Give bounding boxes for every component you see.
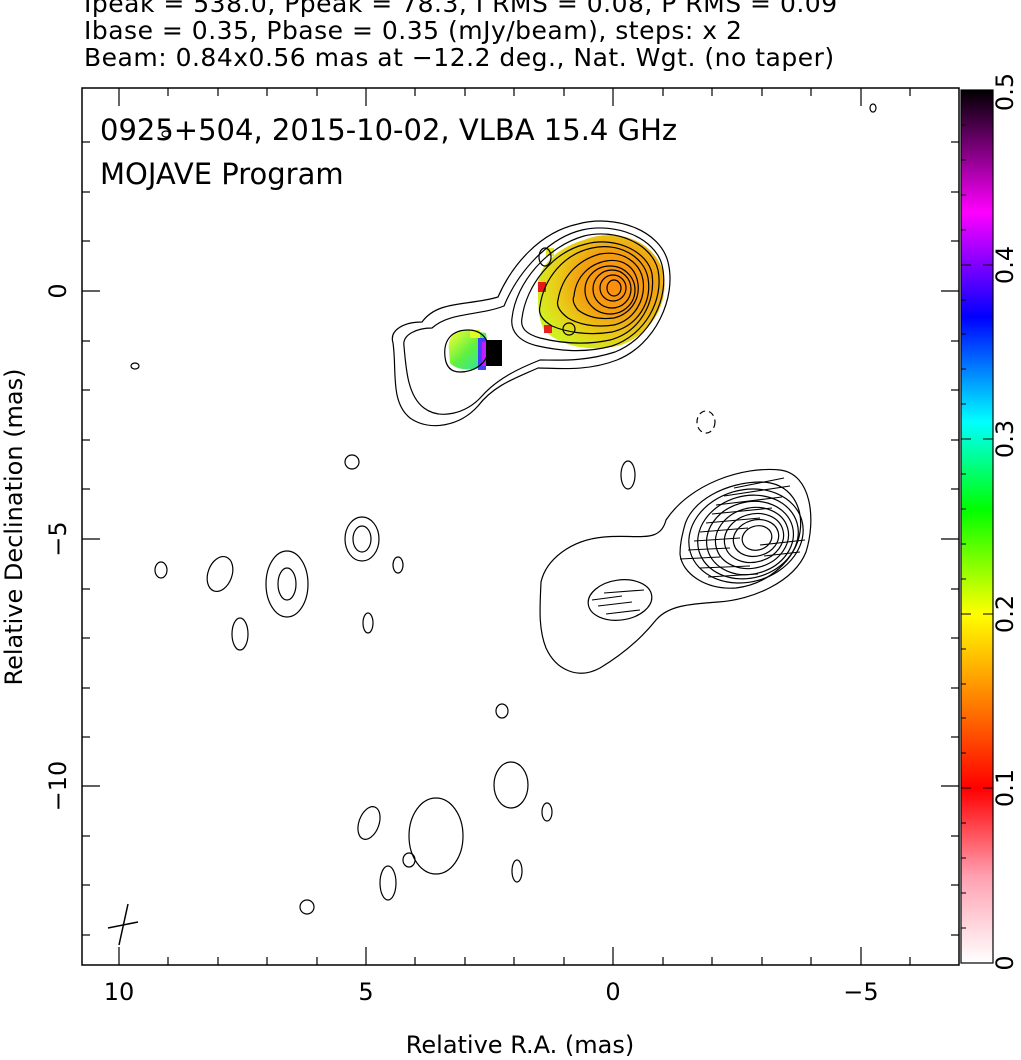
x-tick-labels: 10 5 0 −5 [104, 978, 879, 1006]
colorbar: 0 0.1 0.2 0.3 0.4 0.5 [960, 73, 1019, 971]
plot-frame [81, 87, 960, 966]
colorbar-tick-label: 0.3 [991, 420, 1019, 458]
header-line-1: Ipeak = 538.0, Ppeak = 78.3, I RMS = 0.0… [84, 0, 838, 18]
y-tick-label: −10 [44, 761, 72, 812]
polarization-color-map [448, 235, 665, 370]
header-line-3: Beam: 0.84x0.56 mas at −12.2 deg., Nat. … [84, 43, 835, 72]
map-area [107, 103, 877, 946]
colorbar-gradient [960, 89, 994, 964]
header-line-2: Ibase = 0.35, Pbase = 0.35 (mJy/beam), s… [84, 16, 743, 45]
knot-yellow-pixel [470, 330, 480, 338]
y-tick-label: −5 [44, 521, 72, 556]
y-tick-labels: 0 −5 −10 [44, 283, 72, 811]
colorbar-tick-label: 0.1 [991, 769, 1019, 807]
map-title: 0925+504, 2015-10-02, VLBA 15.4 GHz [100, 113, 677, 147]
map-subtitle: MOJAVE Program [100, 157, 344, 191]
x-tick-label: 5 [358, 978, 373, 1006]
core-edge-red-pixel [544, 325, 552, 333]
polarization-vectors [591, 477, 806, 615]
x-tick-label: 0 [605, 978, 620, 1006]
plot-header: Ipeak = 538.0, Ppeak = 78.3, I RMS = 0.0… [84, 0, 1014, 71]
colorbar-tick-label: 0.5 [991, 73, 1019, 111]
x-tick-label: −5 [843, 978, 878, 1006]
y-axis-ticks [82, 141, 959, 936]
x-axis-title: Relative R.A. (mas) [406, 1031, 634, 1059]
x-tick-label: 10 [104, 978, 135, 1006]
colorbar-ticks [961, 89, 993, 964]
core-polarization-patch [537, 235, 665, 349]
colorbar-tick-labels: 0 0.1 0.2 0.3 0.4 0.5 [991, 73, 1019, 971]
y-axis-title: Relative Declination (mas) [0, 368, 28, 685]
colorbar-tick-label: 0.4 [991, 246, 1019, 284]
intensity-contours [130, 103, 877, 915]
core-edge-red-pixel [538, 282, 546, 292]
knot-black-block [486, 340, 502, 366]
y-tick-label: 0 [44, 283, 72, 298]
beam-cross [107, 903, 139, 946]
colorbar-tick-label: 0.2 [991, 595, 1019, 633]
x-axis-ticks [118, 88, 911, 965]
colorbar-tick-label: 0 [991, 955, 1019, 970]
